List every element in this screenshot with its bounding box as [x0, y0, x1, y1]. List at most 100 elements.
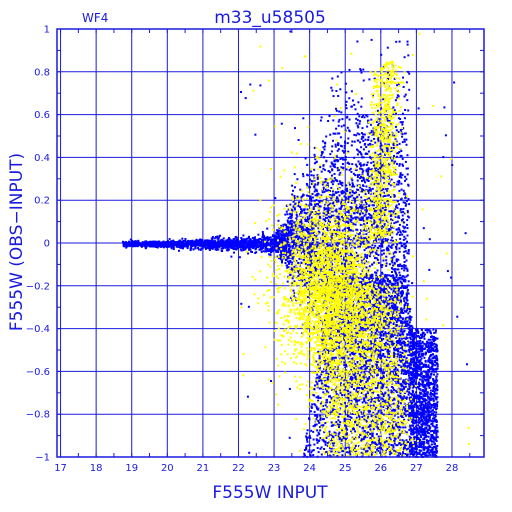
data-point	[394, 125, 397, 128]
data-point	[354, 108, 357, 111]
data-point	[124, 243, 127, 246]
data-point	[259, 241, 262, 244]
data-point	[317, 264, 320, 267]
data-point	[235, 236, 238, 239]
data-point	[418, 345, 420, 347]
data-point	[220, 245, 223, 247]
data-point	[260, 243, 262, 246]
data-point	[189, 247, 192, 250]
data-point	[203, 244, 206, 247]
data-point	[435, 357, 438, 360]
data-point	[249, 243, 252, 246]
data-point	[209, 242, 212, 245]
data-point	[378, 122, 381, 125]
data-point	[291, 233, 294, 236]
data-point	[380, 243, 383, 246]
data-point	[371, 187, 374, 190]
data-point	[414, 355, 417, 358]
data-point	[335, 243, 338, 246]
data-point	[276, 247, 279, 250]
data-point	[436, 367, 439, 370]
data-point	[430, 353, 433, 356]
data-point	[305, 220, 308, 223]
data-point	[367, 269, 370, 272]
data-point	[436, 349, 439, 352]
data-point	[394, 213, 397, 215]
data-point	[357, 390, 360, 393]
data-point	[264, 244, 267, 247]
data-point	[334, 220, 337, 222]
data-point	[405, 267, 408, 270]
data-point	[372, 133, 375, 136]
data-point	[417, 347, 420, 350]
data-point	[360, 229, 363, 232]
data-point	[213, 246, 216, 248]
data-point	[315, 255, 317, 258]
data-point	[262, 234, 265, 237]
data-point	[421, 443, 424, 446]
data-point	[403, 337, 405, 340]
data-point	[373, 337, 376, 340]
data-point	[146, 242, 149, 245]
data-point	[397, 130, 400, 133]
data-point	[361, 176, 364, 179]
data-point	[281, 230, 284, 233]
data-point	[376, 235, 379, 238]
data-point	[408, 203, 411, 206]
data-point	[370, 174, 373, 177]
data-point	[355, 332, 358, 335]
data-point	[323, 168, 326, 171]
data-point	[276, 244, 279, 247]
data-point	[293, 239, 296, 241]
data-point	[398, 142, 401, 145]
data-point	[307, 239, 309, 242]
data-point	[315, 189, 318, 192]
data-point	[242, 249, 245, 252]
data-point	[422, 363, 425, 366]
data-point	[339, 158, 342, 160]
data-point	[329, 202, 332, 205]
data-point	[373, 261, 376, 264]
data-point	[411, 447, 414, 450]
data-point	[298, 224, 301, 227]
data-point	[309, 254, 311, 257]
data-point	[419, 434, 422, 437]
data-point	[361, 212, 364, 215]
data-point	[172, 248, 175, 251]
data-point	[314, 155, 317, 158]
data-point	[378, 245, 381, 247]
data-point	[194, 244, 197, 247]
data-point	[175, 241, 178, 244]
data-point	[403, 212, 406, 215]
data-point	[181, 237, 184, 240]
data-point	[357, 101, 360, 104]
data-point	[330, 269, 333, 272]
data-point	[414, 371, 417, 374]
data-point	[431, 335, 434, 338]
data-point	[404, 413, 406, 416]
data-point	[243, 238, 246, 241]
data-point	[435, 381, 438, 384]
data-point	[291, 229, 294, 232]
data-point	[428, 400, 431, 403]
data-point	[399, 172, 402, 175]
data-point	[166, 241, 169, 243]
data-point	[306, 228, 309, 231]
data-point	[375, 257, 378, 260]
data-point	[248, 239, 251, 242]
data-point	[223, 240, 226, 243]
data-point	[422, 451, 425, 454]
data-point	[306, 163, 309, 166]
data-point	[419, 363, 421, 366]
data-point	[291, 261, 294, 264]
data-point	[382, 237, 385, 240]
data-point	[368, 168, 371, 171]
data-point	[418, 417, 421, 420]
data-point	[415, 363, 417, 365]
data-point	[364, 282, 367, 284]
data-point	[230, 239, 233, 242]
data-point	[285, 228, 288, 231]
data-point	[236, 241, 239, 244]
data-point	[396, 298, 399, 301]
data-point	[407, 312, 410, 315]
